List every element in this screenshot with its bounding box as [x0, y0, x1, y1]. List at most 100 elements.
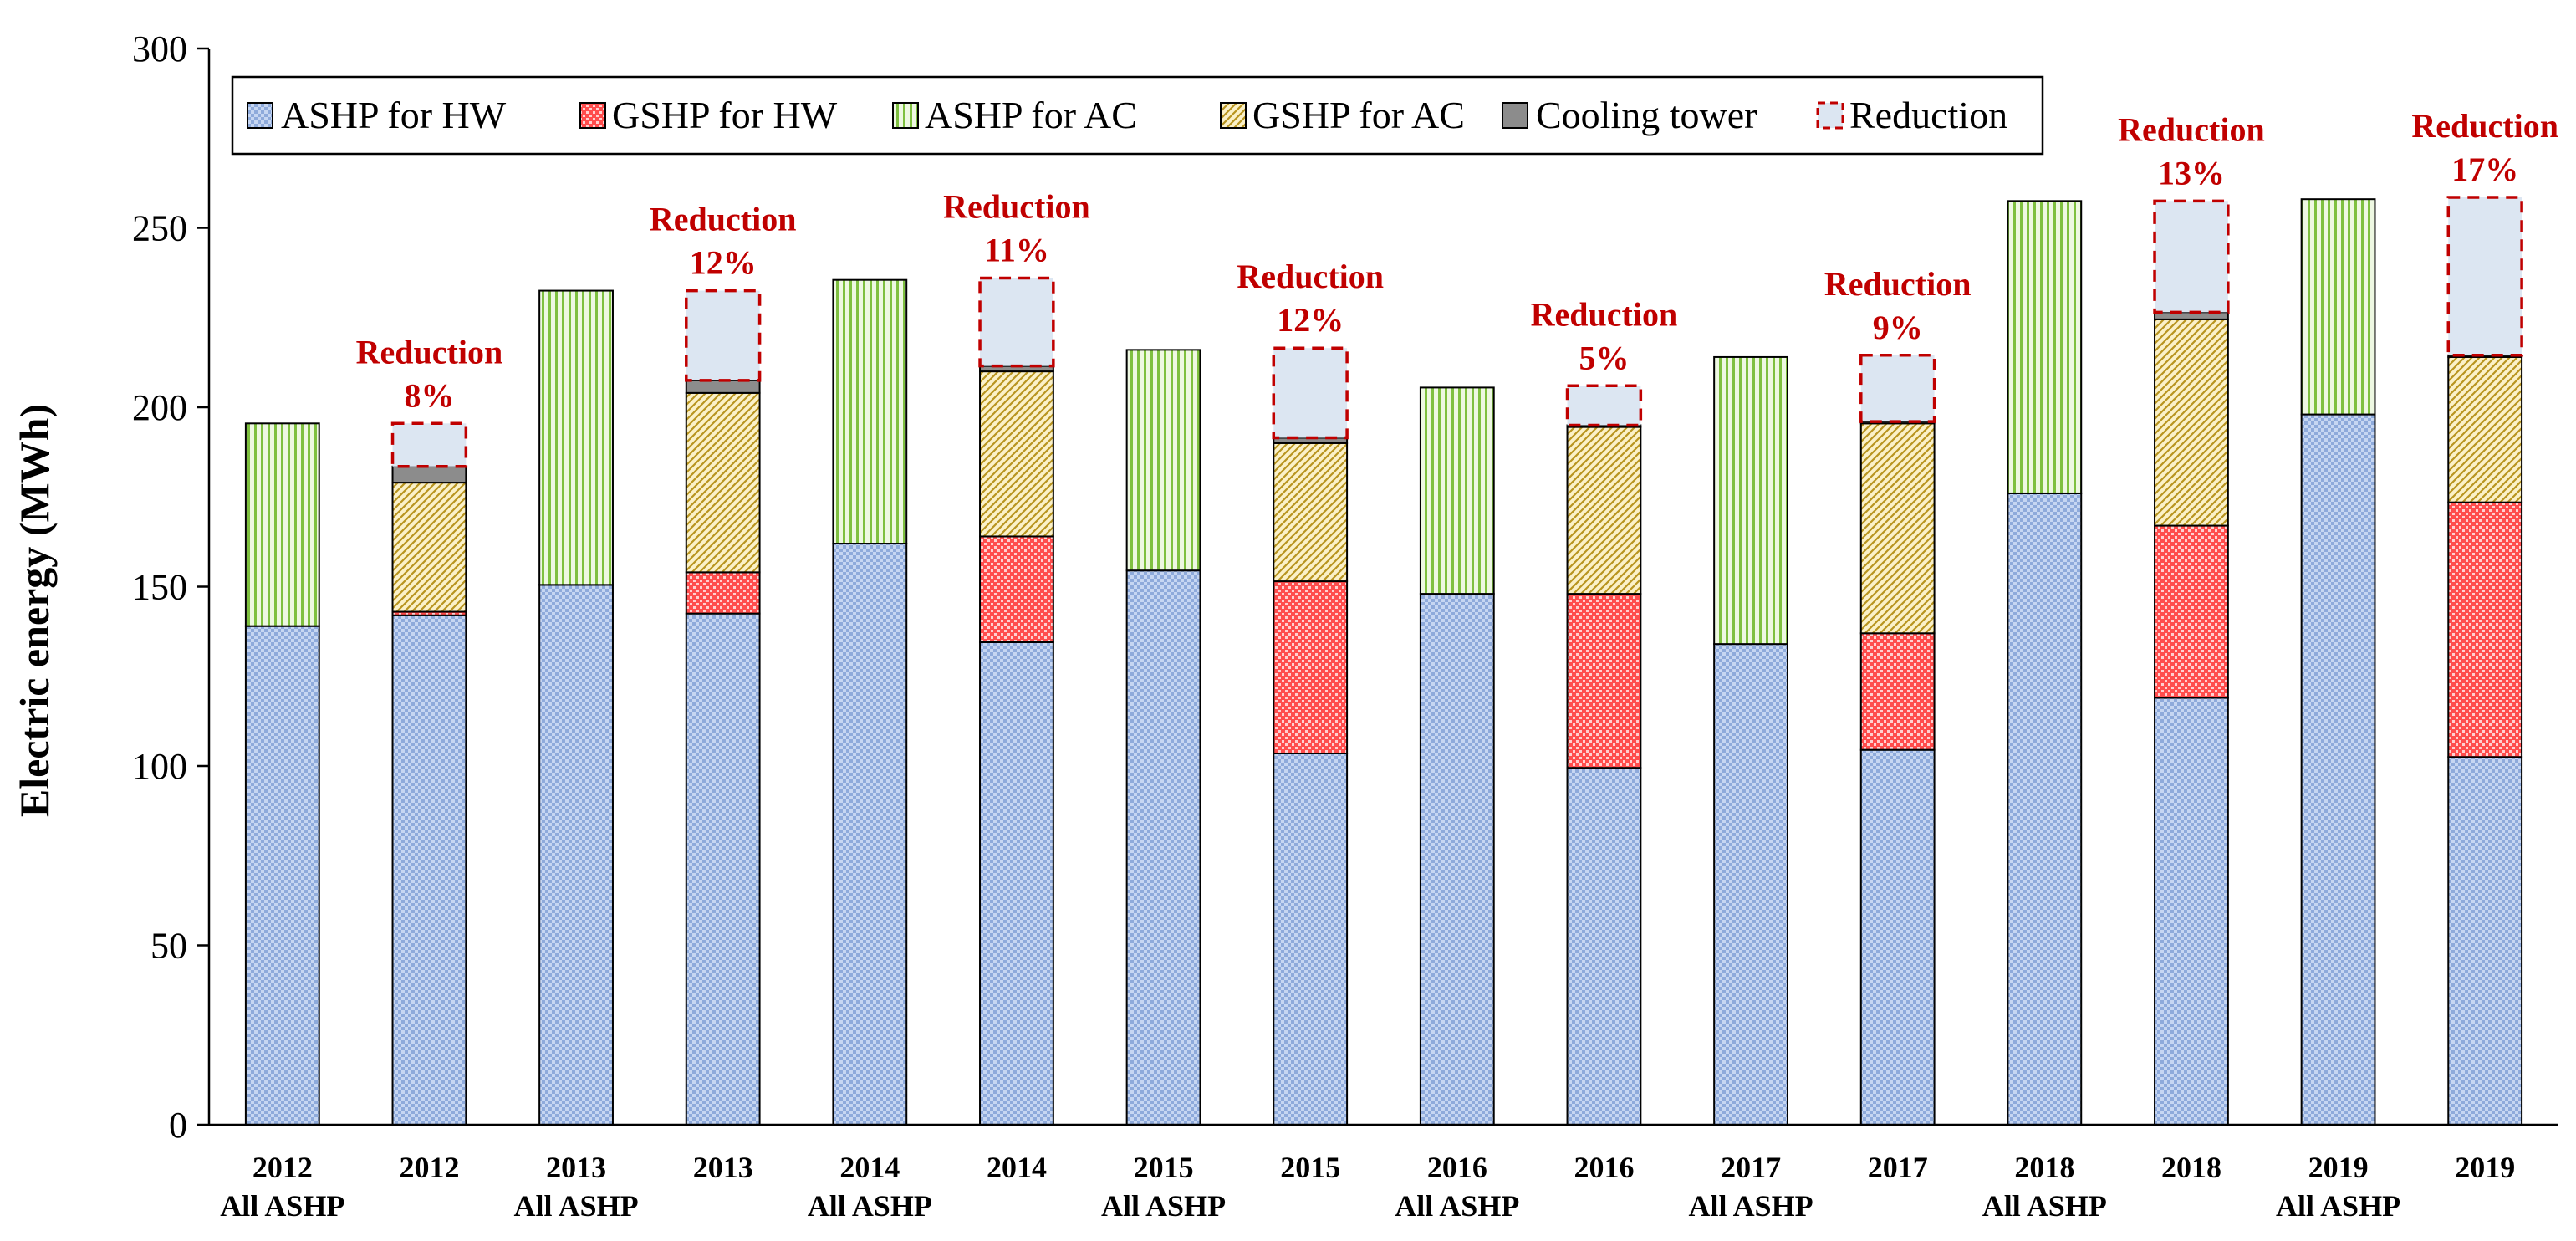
x-tick-label-scenario: All ASHP: [808, 1189, 932, 1223]
y-tick-label: 50: [150, 926, 187, 967]
x-tick-label-scenario: All ASHP: [514, 1189, 639, 1223]
bar-segment-ashp-hw: [2447, 756, 2523, 1126]
x-tick-label-year: 2015: [1280, 1151, 1340, 1184]
bar-segment-reduction: [978, 276, 1055, 368]
bar-segment-ashp-hw: [538, 584, 614, 1126]
legend-label-reduction: Reduction: [1849, 94, 2007, 136]
reduction-annotation-title: Reduction: [650, 201, 797, 238]
x-tick-label-scenario: All ASHP: [1689, 1189, 1813, 1223]
y-tick-label: 250: [132, 208, 187, 249]
reduction-annotations: Reduction 8% Reduction 12% Reduction 11% Reduc…: [356, 107, 2558, 414]
x-tick-label-year: 2016: [1574, 1151, 1634, 1184]
bar-segment-ashp-hw: [1273, 752, 1349, 1126]
reduction-annotation-title: Reduction: [1824, 265, 1972, 303]
legend-swatch-gshp-hw: [579, 102, 606, 129]
y-tick-label: 0: [169, 1105, 187, 1146]
bar-segment-ashp-hw: [244, 625, 320, 1126]
y-tick-label: 200: [132, 387, 187, 428]
legend-item-ashp-ac: ASHP for AC: [892, 94, 1137, 136]
bar-segment-ashp-ac: [244, 422, 320, 627]
bar-segment-gshp-ac: [2154, 318, 2229, 527]
legend-swatch-ashp-hw: [247, 102, 273, 129]
bar-segment-ashp-hw: [2007, 492, 2083, 1126]
bar-segment-reduction: [1272, 346, 1349, 440]
bar-segment-ashp-ac: [2007, 200, 2083, 494]
bar-segment-ashp-hw: [1566, 767, 1642, 1126]
bar-segment-ashp-hw: [1713, 643, 1788, 1126]
legend-item-cooling-tower: Cooling tower: [1502, 94, 1757, 136]
bar-segment-ashp-hw: [832, 543, 908, 1126]
reduction-annotation-value: 12%: [690, 244, 757, 282]
bar-segment-ashp-ac: [538, 289, 614, 586]
bar-segment-ashp-hw: [1859, 748, 1936, 1126]
x-tick-label-year: 2018: [2161, 1151, 2221, 1184]
y-axis-title: Electric energy (MWh): [11, 404, 58, 817]
bar-segment-ashp-hw: [391, 614, 467, 1126]
reduction-annotation-value: 12%: [1277, 301, 1344, 339]
bars-group: [244, 196, 2523, 1126]
reduction-annotation-value: 8%: [404, 376, 454, 414]
x-tick-label-year: 2013: [546, 1151, 606, 1184]
reduction-annotation-value: 9%: [1873, 309, 1923, 346]
bar-segment-ashp-hw: [2300, 413, 2376, 1126]
x-tick-label-year: 2017: [1868, 1151, 1928, 1184]
x-tick-label-year: 2018: [2014, 1151, 2074, 1184]
legend-item-reduction: Reduction: [1816, 94, 2007, 136]
bar-segment-ashp-ac: [832, 278, 908, 545]
x-tick-label-scenario: All ASHP: [1101, 1189, 1226, 1223]
reduction-annotation-title: Reduction: [2411, 107, 2558, 145]
x-tick-label-year: 2012: [399, 1151, 459, 1184]
legend-label-ashp-ac: ASHP for AC: [925, 94, 1137, 136]
x-tick-label-year: 2019: [2308, 1151, 2369, 1184]
bar-segment-reduction: [2446, 196, 2523, 357]
x-tick-label-year: 2014: [987, 1151, 1047, 1184]
reduction-annotation-title: Reduction: [1237, 258, 1384, 295]
bar-segment-reduction: [2153, 199, 2230, 314]
bar-segment-reduction: [1565, 384, 1643, 427]
bar-segment-gshp-hw: [2447, 501, 2523, 758]
bar-segment-gshp-ac: [1273, 442, 1349, 583]
bar-segment-ashp-ac: [1713, 355, 1788, 646]
bar-segment-ashp-hw: [1125, 569, 1201, 1126]
bar-segment-reduction: [390, 421, 468, 468]
reduction-annotation-value: 13%: [2158, 154, 2225, 192]
y-axis-ticks: 0 50 100 150 200 250 300: [132, 28, 209, 1146]
legend-label-ashp-hw: ASHP for HW: [281, 94, 507, 136]
legend: ASHP for HW GSHP for HW ASHP for AC GSHP…: [231, 75, 2044, 156]
reduction-annotation-title: Reduction: [2118, 110, 2265, 148]
bar-segment-ashp-ac: [2300, 198, 2376, 416]
reduction-annotation-value: 11%: [984, 232, 1049, 269]
x-tick-label-scenario: All ASHP: [1395, 1189, 1519, 1223]
bar-segment-cooling-tower: [391, 465, 467, 484]
legend-label-gshp-hw: GSHP for HW: [612, 94, 838, 136]
x-tick-label-year: 2014: [839, 1151, 900, 1184]
legend-swatch-cooling-tower: [1502, 102, 1528, 129]
legend-item-ashp-hw: ASHP for HW: [247, 94, 507, 136]
x-axis-labels: 2012 All ASHP 2012 2013 All ASHP 2013 2014 All …: [220, 1151, 2515, 1223]
bar-segment-reduction: [685, 289, 762, 382]
x-tick-label-year: 2015: [1134, 1151, 1194, 1184]
reduction-annotation-title: Reduction: [356, 333, 503, 370]
bar-segment-ashp-ac: [1419, 386, 1495, 595]
bar-segment-gshp-hw: [1566, 593, 1642, 769]
legend-box: [231, 75, 2044, 156]
legend-item-gshp-ac: GSHP for AC: [1220, 94, 1465, 136]
x-tick-label-scenario: All ASHP: [220, 1189, 344, 1223]
reduction-annotation-value: 17%: [2451, 151, 2518, 188]
bar-segment-gshp-ac: [2447, 355, 2523, 503]
bar-segment-gshp-ac: [979, 370, 1054, 538]
x-tick-label-year: 2012: [252, 1151, 313, 1184]
reduction-annotation-value: 5%: [1579, 339, 1629, 376]
bar-segment-reduction: [1859, 354, 1936, 423]
reduction-annotation-title: Reduction: [1531, 295, 1678, 333]
legend-label-cooling-tower: Cooling tower: [1536, 94, 1757, 136]
x-tick-label-scenario: All ASHP: [2276, 1189, 2400, 1223]
x-tick-label-scenario: All ASHP: [1982, 1189, 2107, 1223]
bar-segment-gshp-hw: [685, 571, 761, 615]
bar-segment-gshp-hw: [979, 535, 1054, 643]
bar-segment-ashp-hw: [685, 612, 761, 1126]
x-tick-label-year: 2017: [1721, 1151, 1781, 1184]
bar-segment-gshp-ac: [391, 482, 467, 613]
bar-segment-gshp-hw: [1273, 580, 1349, 754]
